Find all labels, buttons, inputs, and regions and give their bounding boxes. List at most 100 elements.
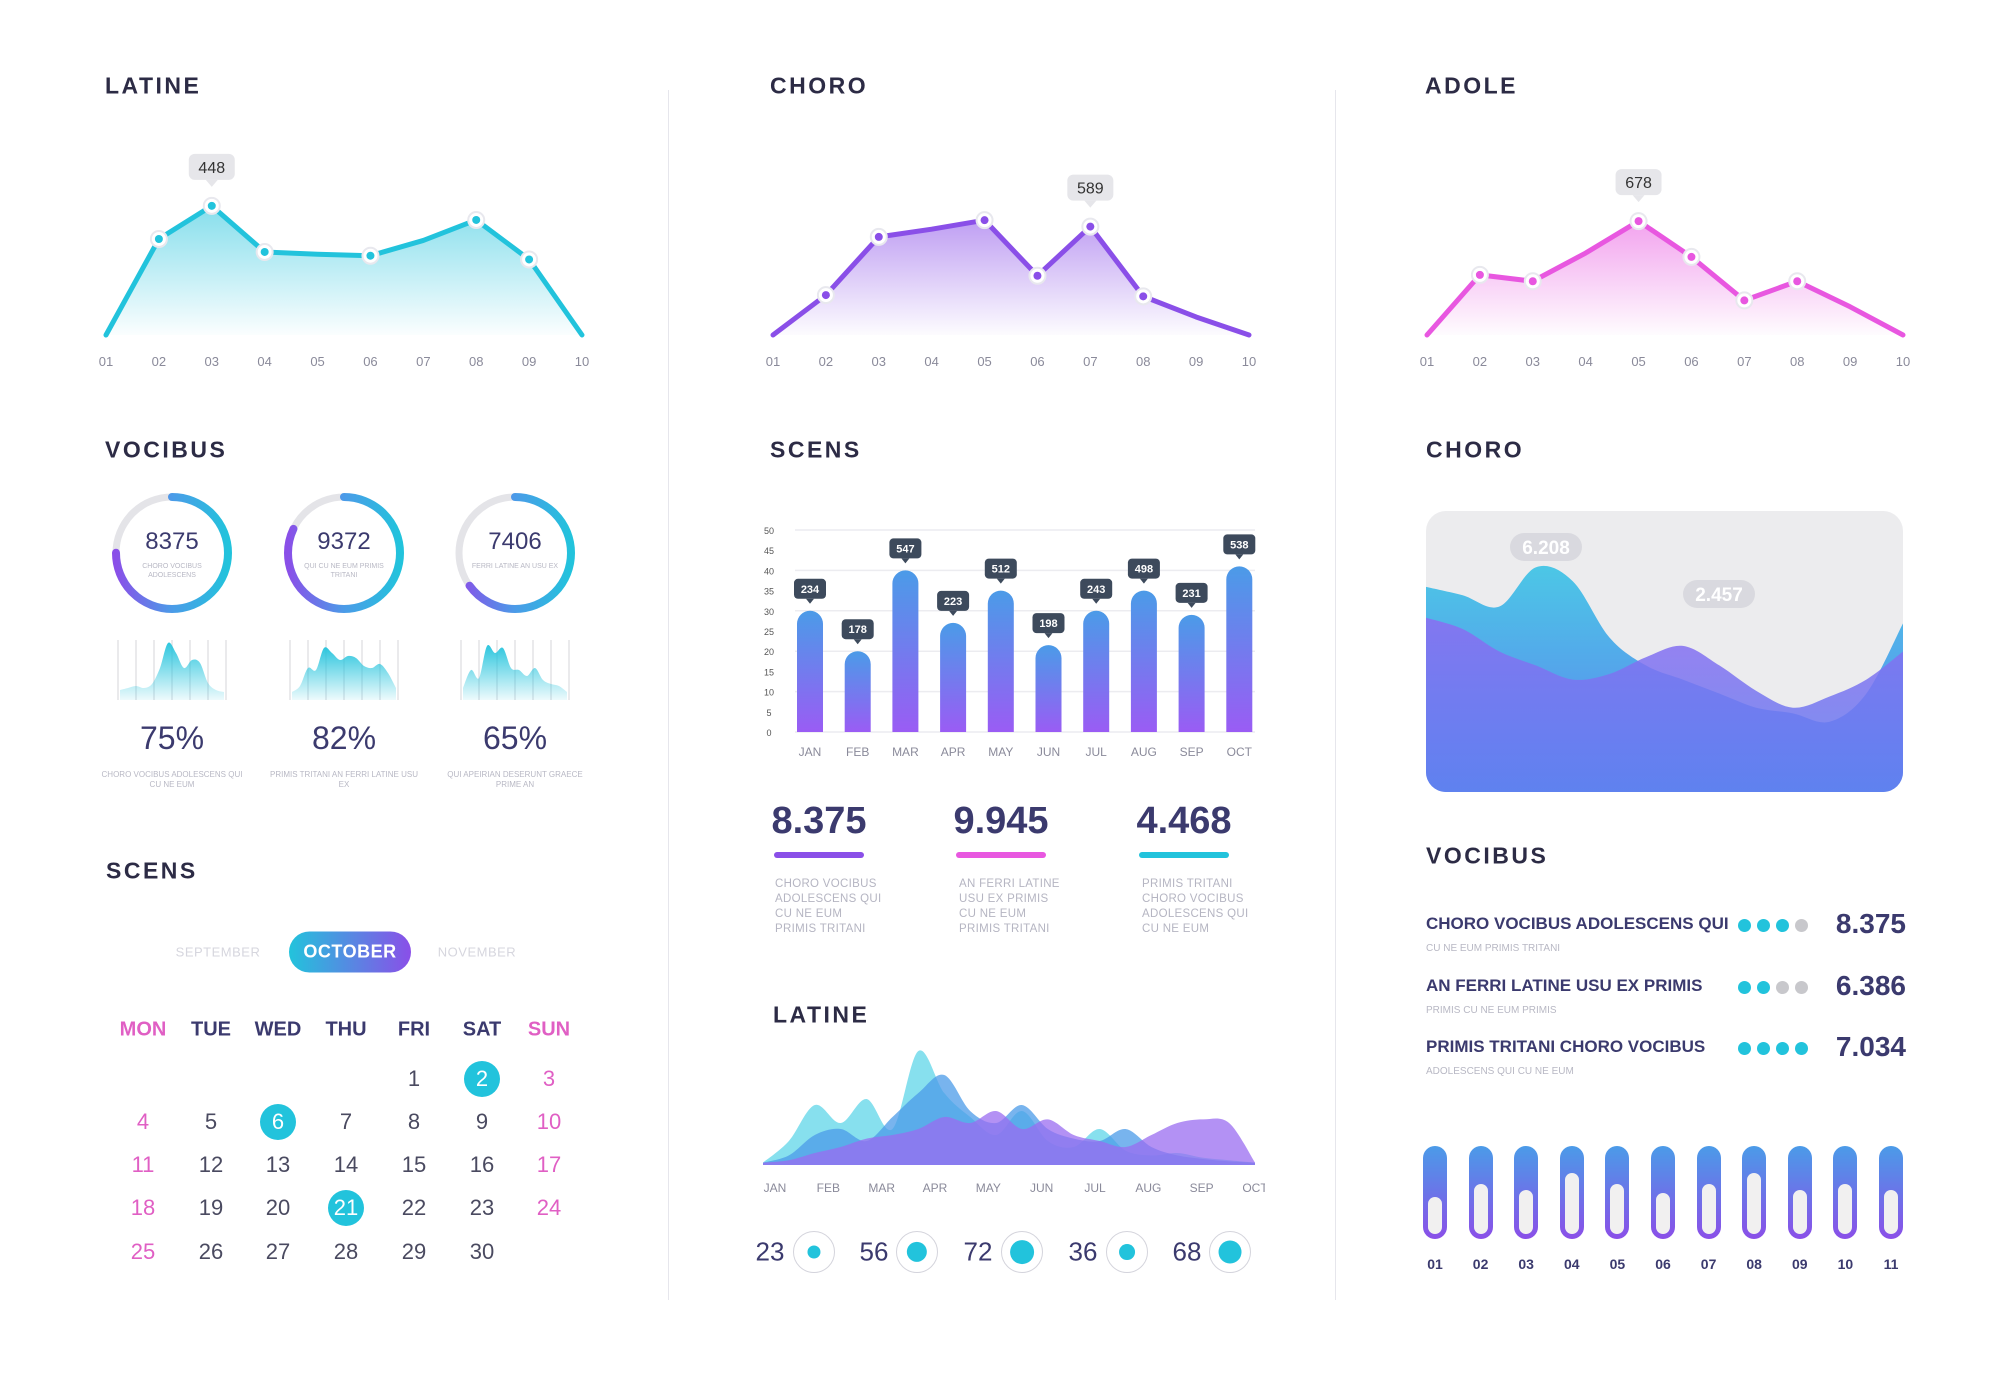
tooltip-pointer [806,598,814,604]
level-fill [1701,1184,1716,1234]
scens-bar-chart: 0 5 10 15 20 25 30 35 40 45 50 234 JAN 178 FEB 547 MAR 22… [764,526,1256,759]
data-point-core [1634,217,1643,226]
item-value: 6.386 [1835,970,1906,1001]
calendar-day[interactable]: 22 [401,1195,427,1220]
item-label: AN FERRI LATINE USU EX PRIMIS [1426,976,1703,995]
calendar-day[interactable]: 1 [407,1066,421,1091]
x-tick-label: 01 [1420,354,1434,369]
indicator-circle [896,1231,938,1273]
progress-ring [284,493,404,613]
level-fill [1473,1184,1488,1234]
x-tick-label: 06 [1030,354,1044,369]
weekday-header: WED [254,1018,302,1041]
x-tick-label: 09 [1189,354,1203,369]
x-tick-label: MAY [988,745,1013,759]
rating-dot [1738,1042,1751,1055]
x-tick-label: 08 [469,354,483,369]
month-tab-november[interactable]: NOVEMBER [437,944,517,960]
calendar-day[interactable]: 15 [401,1152,427,1177]
calendar-day[interactable]: 19 [198,1195,224,1220]
weekday-header: SAT [462,1018,502,1041]
calendar-day[interactable]: 6 [260,1104,296,1140]
latine-title: LATINE [105,72,202,99]
calendar-day[interactable]: 18 [130,1195,156,1220]
level-label: 04 [1564,1256,1580,1272]
x-tick-label: 01 [99,354,113,369]
data-point-core [525,255,534,264]
caption-line: AN FERRI LATINE [959,878,1060,890]
calendar-day[interactable]: 12 [198,1152,224,1177]
calendar-day[interactable]: 3 [542,1066,556,1091]
tooltip-pointer [1084,200,1097,208]
level-bar [1514,1146,1539,1239]
calendar-day[interactable]: 20 [265,1195,291,1220]
list-item[interactable]: PRIMIS TRITANI CHORO VOCIBUS ADOLESCENS Q… [1426,1031,1906,1087]
indicator-circle [793,1231,835,1273]
calendar-day[interactable]: 27 [265,1239,291,1264]
x-tick-label: 03 [872,354,886,369]
data-point-core [1528,277,1537,286]
x-tick-label: 02 [152,354,166,369]
calendar-day[interactable]: 4 [136,1109,150,1134]
data-point-core [874,232,883,241]
y-tick-label: 20 [764,647,774,657]
progress-ring [112,493,232,613]
x-tick-label: 07 [1083,354,1097,369]
ring-progress [112,493,232,613]
list-item[interactable]: CHORO VOCIBUS ADOLESCENS QUI CU NE EUM PR… [1426,908,1906,964]
calendar-day[interactable]: 13 [265,1152,291,1177]
list-item[interactable]: AN FERRI LATINE USU EX PRIMIS PRIMIS CU N… [1426,970,1906,1026]
calendar-day[interactable]: 9 [475,1109,489,1134]
rating-dot [1757,1042,1770,1055]
sparkline-area [120,642,224,700]
calendar-day[interactable]: 2 [464,1061,500,1097]
bar [1178,614,1205,732]
calendar-day[interactable]: 14 [333,1152,359,1177]
x-tick-label: JUN [1030,1181,1053,1195]
calendar-day[interactable]: 29 [401,1239,427,1264]
month-tab-october[interactable]: OCTOBER [289,931,411,973]
bar-label-tooltip [1175,582,1208,603]
caption-line: CHORO VOCIBUS [1142,893,1244,905]
rating-dot [1795,981,1808,994]
indicator-circle [1106,1231,1148,1273]
month-tab-september[interactable]: SEPTEMBER [175,944,261,960]
calendar-day[interactable]: 21 [328,1190,364,1226]
weekday-header: THU [325,1018,367,1041]
choro-title: CHORO [770,72,869,99]
value-tooltip [1067,174,1114,201]
calendar-day[interactable]: 30 [469,1239,495,1264]
caption-line: ADOLESCENS QUI [775,893,882,905]
level-fill [1428,1196,1442,1234]
calendar-day[interactable]: 10 [536,1109,562,1134]
sparkline [460,640,570,700]
calendar-day[interactable]: 11 [131,1152,155,1177]
calendar-day[interactable]: 17 [536,1152,562,1177]
calendar-day[interactable]: 24 [536,1195,562,1220]
rating-dot [1757,919,1770,932]
data-point-core [366,251,375,260]
indicator-value: 56 [859,1236,889,1267]
calendar-day[interactable]: 8 [407,1109,421,1134]
calendar-day[interactable]: 26 [198,1239,224,1264]
sparkline-area [292,647,396,700]
calendar-day[interactable]: 16 [469,1152,495,1177]
bar-label-tooltip [794,578,826,599]
calendar-day[interactable]: 5 [204,1109,218,1134]
calendar-day[interactable]: 23 [469,1195,495,1220]
x-tick-label: AUG [1131,745,1157,759]
level-label: 10 [1837,1256,1854,1272]
calendar-day[interactable]: 7 [339,1109,353,1134]
caption-line: PRIMIS TRITANI [775,923,866,935]
x-tick-label: APR [941,745,966,759]
area-fill [1427,221,1903,335]
calendar-day[interactable]: 25 [130,1239,156,1264]
column-divider [668,90,669,1300]
level-bar [1833,1146,1858,1239]
gauge-caption: PRIMIS TRITANI AN FERRI LATINE USU EX [269,770,419,789]
data-point-core [207,201,216,210]
x-tick-label: JUL [1086,745,1108,759]
level-bar [1605,1146,1630,1239]
calendar-day[interactable]: 28 [333,1239,359,1264]
tooltip-pointer [853,639,862,645]
